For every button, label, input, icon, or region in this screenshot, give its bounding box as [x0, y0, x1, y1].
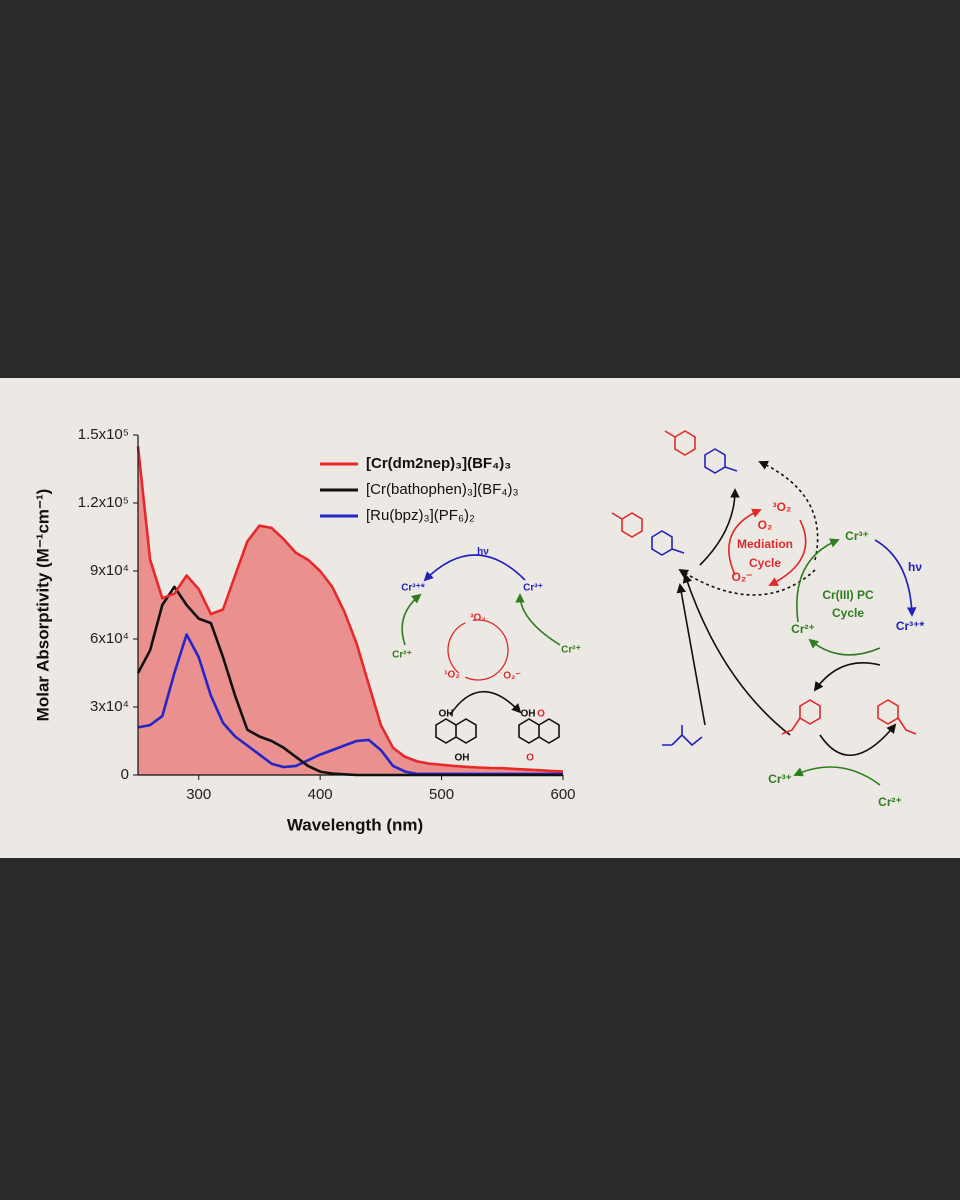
x-tick-label: 500: [429, 786, 454, 803]
line: [136, 446, 564, 773]
arrow: [796, 538, 840, 623]
label: Cr²⁺: [561, 645, 581, 656]
y-tick-label: 9x10⁴: [90, 562, 129, 579]
label: Cr³⁺: [523, 583, 543, 594]
molecule: [877, 699, 917, 735]
arrow: [515, 593, 561, 646]
label: Cr²⁺: [878, 795, 902, 809]
arrow: [758, 460, 819, 561]
label: Cr³⁺*: [401, 583, 425, 594]
molecule: [518, 718, 560, 744]
arrow: [699, 488, 740, 566]
arrow: [678, 568, 816, 596]
arrow: [401, 593, 422, 646]
cycle: [447, 619, 509, 681]
x-axis-title: Wavelength (nm): [287, 815, 423, 834]
arrow: [682, 573, 791, 736]
x-tick-label: 300: [186, 786, 211, 803]
mechanism: ³O₂ O₂ Mediation Cycle O₂⁻ Cr³⁺ hν Cr(II…: [611, 430, 925, 809]
label: Cr³⁺*: [896, 619, 925, 633]
y-tick-label: 1.2x10⁵: [78, 494, 129, 511]
legend-label: [Ru(bpz)₃](PF₆)₂: [366, 507, 475, 524]
y-tick-label: 3x10⁴: [90, 698, 129, 715]
label: O: [526, 753, 534, 764]
molecule: [662, 725, 703, 747]
label: Cr(III) PC: [822, 588, 874, 602]
arrow: [768, 519, 807, 586]
label: Cr³⁺: [768, 772, 792, 786]
arrow: [813, 661, 881, 692]
molecule: [781, 699, 821, 735]
molecule: [664, 430, 696, 456]
label: OH: [439, 709, 454, 720]
legend-label: [Cr(dm2nep)₃](BF₄)₃: [366, 455, 511, 472]
y-tick-label: 1.5x10⁵: [78, 426, 129, 443]
label: ³O₂: [470, 613, 486, 624]
arrow: [793, 766, 881, 786]
arrow: [449, 690, 522, 716]
arrow: [874, 539, 917, 617]
molecule: [611, 512, 643, 538]
arrow: [808, 638, 881, 656]
label: O: [537, 709, 545, 720]
label: O₂: [758, 518, 773, 532]
arrow: [423, 554, 526, 582]
molecule: [435, 718, 477, 744]
y-tick-label: 0: [121, 766, 129, 783]
x-tick-label: 400: [308, 786, 333, 803]
plot: 0 3x10⁴ 6x10⁴ 9x10⁴ 1.2x10⁵ 1.5x10⁵ 300 400 500 6…: [78, 426, 576, 803]
label: Cycle: [832, 606, 864, 620]
arrow: [676, 583, 706, 726]
molecule: [704, 448, 738, 474]
arrow: [819, 723, 897, 757]
label: Mediation: [737, 537, 793, 551]
label: hν: [908, 560, 922, 574]
area: [138, 446, 563, 775]
y-tick-label: 6x10⁴: [90, 630, 129, 647]
x-tick-label: 600: [550, 786, 575, 803]
label: O₂⁻: [503, 671, 521, 682]
label: ¹O₂: [444, 670, 460, 681]
y-axis-title: Molar Absorptivity (M⁻¹cm⁻¹): [33, 489, 52, 722]
label: Cr²⁺: [791, 622, 815, 636]
label: OH: [521, 709, 536, 720]
arrow: [728, 508, 762, 576]
molecule: [651, 530, 685, 556]
label: hν: [477, 547, 489, 558]
label: Cr²⁺: [392, 650, 412, 661]
inset-scheme: hν Cr³⁺* Cr³⁺ ³O₂ Cr²⁺ Cr²⁺ ¹O₂ O₂⁻ OH O…: [392, 547, 581, 764]
label: ³O₂: [773, 500, 792, 514]
legend-label: [Cr(bathophen)₃](BF₄)₃: [366, 481, 519, 498]
label: O₂⁻: [732, 570, 753, 584]
label: Cycle: [749, 556, 781, 570]
label: OH: [455, 753, 470, 764]
label: Cr³⁺: [845, 529, 869, 543]
